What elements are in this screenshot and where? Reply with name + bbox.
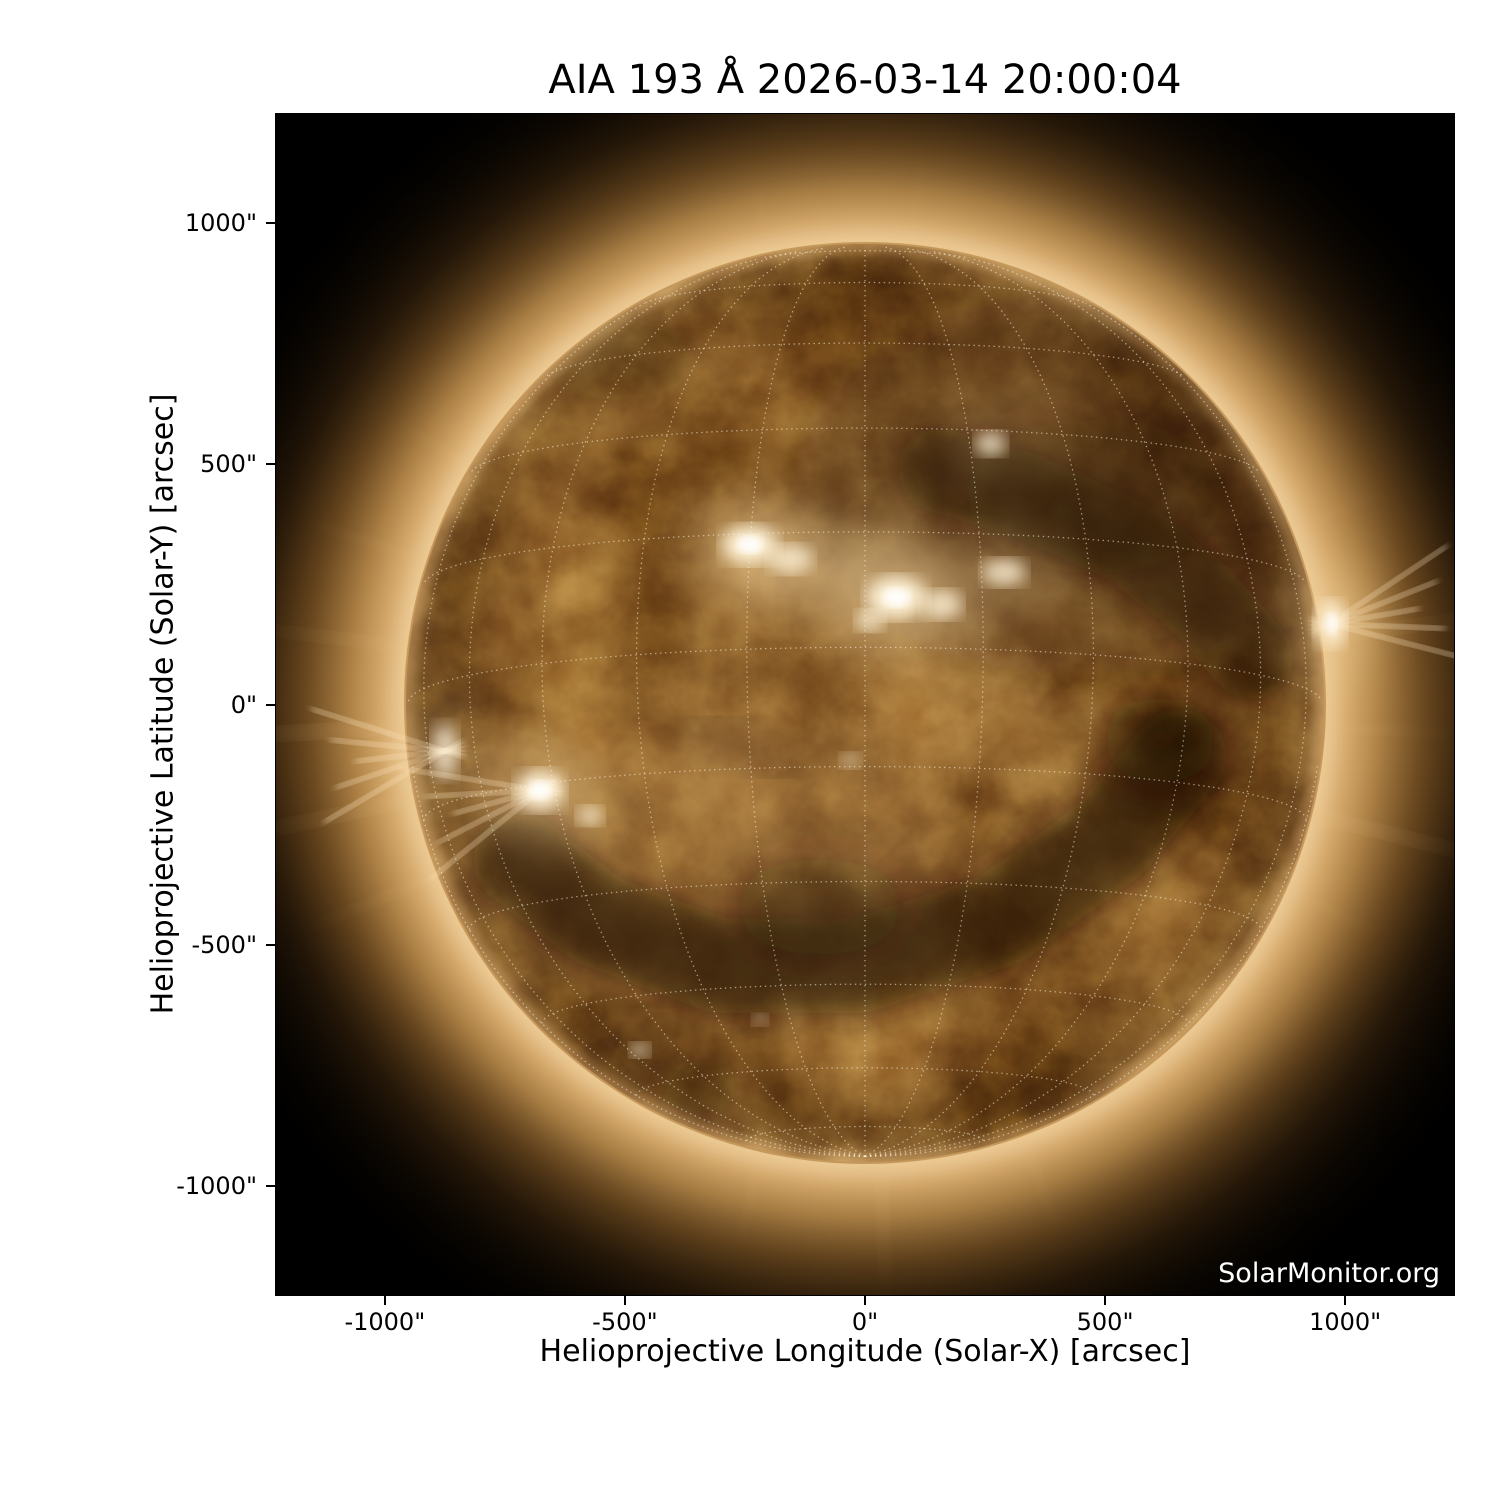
y-tick-label: 500" bbox=[200, 449, 257, 478]
x-tick-label: 1000" bbox=[1309, 1308, 1382, 1336]
x-tick-mark bbox=[383, 1296, 386, 1305]
x-tick-mark bbox=[864, 1296, 866, 1305]
y-tick-mark bbox=[266, 222, 275, 225]
x-tick-label: 500" bbox=[1076, 1308, 1134, 1336]
y-tick-mark bbox=[266, 944, 275, 947]
active-regions bbox=[310, 417, 1454, 1066]
y-tick-mark bbox=[266, 1184, 275, 1187]
y-tick-label: 0" bbox=[230, 690, 257, 719]
x-tick-label: -1000" bbox=[344, 1308, 426, 1336]
x-tick-label: -500" bbox=[592, 1308, 658, 1336]
y-tick-label: -1000" bbox=[176, 1171, 257, 1200]
watermark: SolarMonitor.org bbox=[1218, 1258, 1440, 1289]
plot-area: SolarMonitor.org bbox=[275, 113, 1455, 1296]
x-tick-mark bbox=[1104, 1296, 1107, 1305]
plot-title: AIA 193 Å 2026-03-14 20:00:04 bbox=[548, 57, 1182, 103]
solar-disk-image bbox=[276, 114, 1454, 1295]
limb-brightening bbox=[402, 240, 1328, 1166]
x-tick-label: 0" bbox=[851, 1308, 879, 1336]
y-tick-mark bbox=[266, 462, 275, 465]
heliographic-grid bbox=[407, 246, 1323, 1158]
x-tick-mark bbox=[1344, 1296, 1347, 1305]
x-tick-mark bbox=[623, 1296, 626, 1305]
y-tick-label: 1000" bbox=[184, 209, 257, 238]
x-axis-label: Helioprojective Longitude (Solar-X) [arc… bbox=[539, 1334, 1191, 1369]
y-tick-mark bbox=[266, 703, 275, 706]
y-tick-label: -500" bbox=[191, 931, 257, 960]
